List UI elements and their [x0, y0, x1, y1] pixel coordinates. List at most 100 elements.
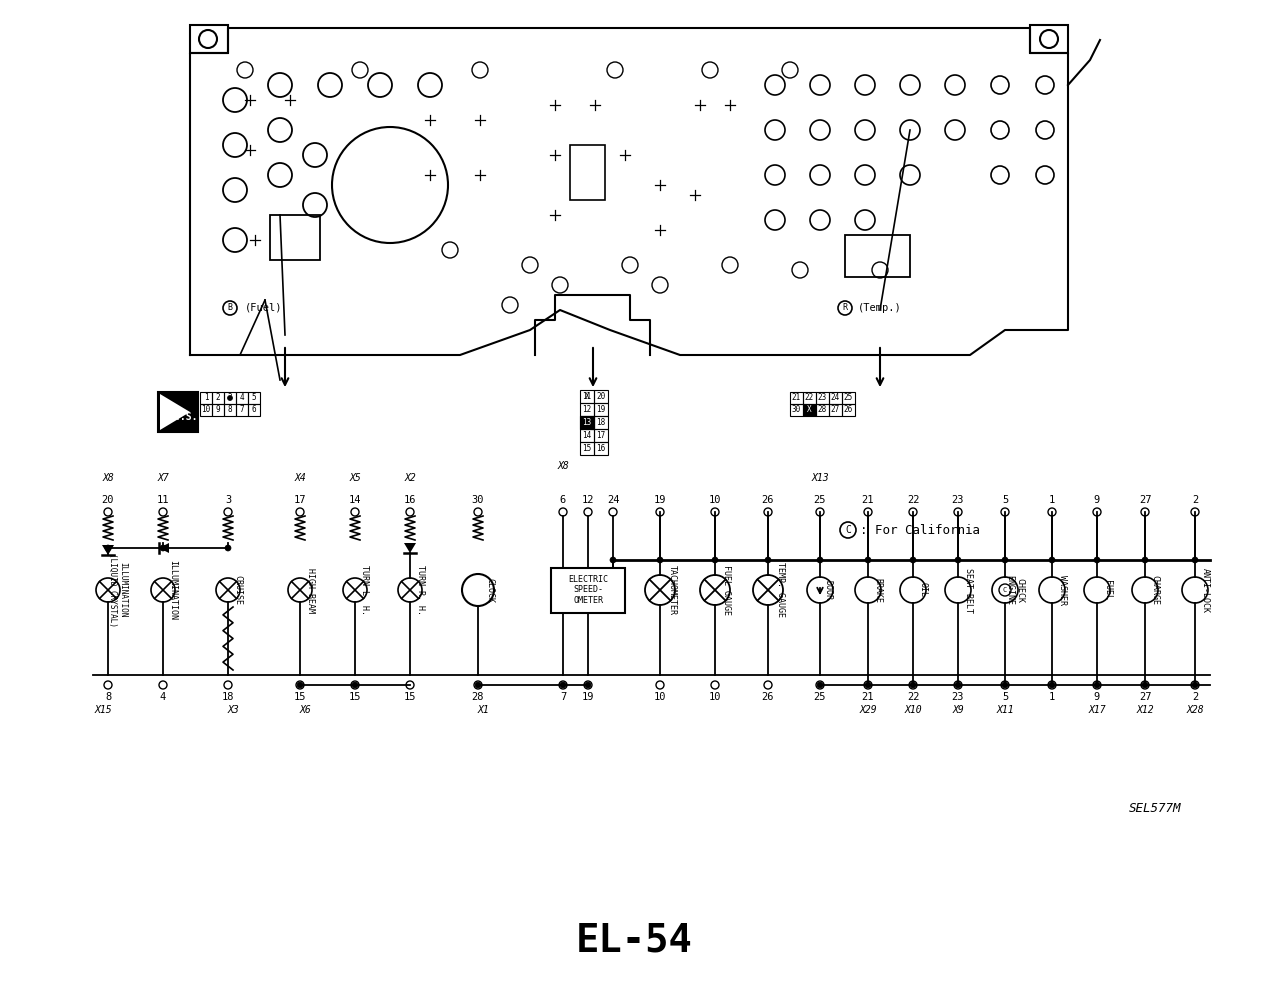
Text: 23: 23: [952, 495, 964, 505]
Bar: [552, 568, 625, 613]
Bar: [579, 390, 593, 403]
Text: 21: 21: [862, 495, 874, 505]
Bar: [803, 392, 817, 404]
Circle shape: [297, 682, 303, 688]
Circle shape: [955, 682, 961, 688]
Text: 15: 15: [349, 692, 361, 702]
Circle shape: [817, 682, 823, 688]
Circle shape: [910, 557, 915, 563]
Text: X2: X2: [404, 473, 416, 483]
Text: 12: 12: [582, 495, 595, 505]
Circle shape: [865, 682, 871, 688]
Bar: [200, 392, 212, 404]
Bar: [593, 429, 607, 442]
Text: 28: 28: [472, 692, 484, 702]
Text: X6: X6: [299, 705, 311, 715]
Text: X8: X8: [557, 461, 569, 471]
Text: 27: 27: [1139, 495, 1151, 505]
Text: X9: X9: [952, 705, 964, 715]
Text: CRUISE: CRUISE: [233, 575, 242, 605]
Text: 28: 28: [818, 406, 827, 414]
Circle shape: [1094, 557, 1101, 563]
Text: 13: 13: [582, 418, 592, 427]
Text: TEMP. GAUGE: TEMP. GAUGE: [776, 562, 785, 617]
Text: TURN L. H.: TURN L. H.: [360, 565, 369, 615]
Text: 16: 16: [403, 495, 416, 505]
Text: 10: 10: [709, 692, 721, 702]
Bar: [212, 392, 224, 404]
Text: WASHER: WASHER: [1058, 575, 1066, 605]
Text: 25: 25: [814, 495, 827, 505]
Text: TACHOMETER: TACHOMETER: [667, 565, 677, 615]
Text: 17: 17: [294, 495, 307, 505]
Text: 3: 3: [224, 495, 231, 505]
Bar: [224, 392, 236, 404]
Text: ILLUMINATION
(LIQUID CRYSTAL): ILLUMINATION (LIQUID CRYSTAL): [108, 553, 128, 627]
Bar: [829, 392, 842, 404]
Text: : For California: : For California: [860, 524, 980, 536]
Text: 10: 10: [202, 406, 210, 414]
Text: DOOR: DOOR: [823, 580, 833, 600]
Text: 26: 26: [762, 692, 775, 702]
Circle shape: [955, 557, 961, 563]
Text: X: X: [585, 392, 590, 401]
Text: X7: X7: [157, 473, 169, 483]
Text: 7: 7: [240, 406, 245, 414]
Bar: [200, 404, 212, 416]
Circle shape: [1142, 682, 1148, 688]
Bar: [270, 215, 320, 260]
Circle shape: [817, 557, 823, 563]
Text: 5: 5: [251, 393, 256, 402]
Text: 10: 10: [709, 495, 721, 505]
Text: 21: 21: [862, 692, 874, 702]
Text: R: R: [842, 304, 847, 312]
Text: X15: X15: [94, 705, 112, 715]
Text: SEL577M: SEL577M: [1129, 802, 1182, 814]
Text: ILLUMINATION: ILLUMINATION: [169, 560, 178, 620]
Bar: [842, 404, 855, 416]
Text: X11: X11: [997, 705, 1014, 715]
Text: 10: 10: [654, 692, 666, 702]
Bar: [158, 392, 198, 432]
Text: 20: 20: [101, 495, 114, 505]
Text: T.S.: T.S.: [174, 412, 198, 422]
Polygon shape: [160, 394, 190, 430]
Text: C: C: [844, 525, 851, 535]
Text: X17: X17: [1088, 705, 1106, 715]
Circle shape: [105, 545, 112, 551]
Text: SEAT BELT: SEAT BELT: [964, 568, 973, 612]
Text: 21: 21: [792, 393, 801, 402]
Circle shape: [910, 682, 915, 688]
Text: X4: X4: [294, 473, 306, 483]
Text: 1: 1: [204, 393, 208, 402]
Bar: [593, 390, 607, 403]
Circle shape: [353, 682, 358, 688]
Circle shape: [1002, 557, 1008, 563]
Text: 4: 4: [240, 393, 245, 402]
Text: 20: 20: [596, 392, 606, 401]
Circle shape: [1192, 557, 1198, 563]
Circle shape: [560, 682, 566, 688]
Bar: [593, 416, 607, 429]
Text: 15: 15: [294, 692, 307, 702]
Text: 26: 26: [844, 406, 853, 414]
Text: X12: X12: [1136, 705, 1154, 715]
Text: 24: 24: [607, 495, 619, 505]
Bar: [790, 392, 803, 404]
Text: 27: 27: [831, 406, 841, 414]
Text: 2: 2: [1192, 495, 1198, 505]
Text: 23: 23: [818, 393, 827, 402]
Bar: [236, 404, 249, 416]
Bar: [593, 442, 607, 455]
Text: X13: X13: [812, 473, 829, 483]
Bar: [803, 404, 817, 416]
Bar: [579, 416, 593, 429]
Text: 25: 25: [844, 393, 853, 402]
Circle shape: [657, 557, 663, 563]
Text: 13: 13: [582, 418, 592, 427]
Bar: [236, 392, 249, 404]
Text: 26: 26: [762, 495, 775, 505]
Bar: [579, 403, 593, 416]
Text: 2: 2: [1192, 692, 1198, 702]
Circle shape: [765, 557, 771, 563]
